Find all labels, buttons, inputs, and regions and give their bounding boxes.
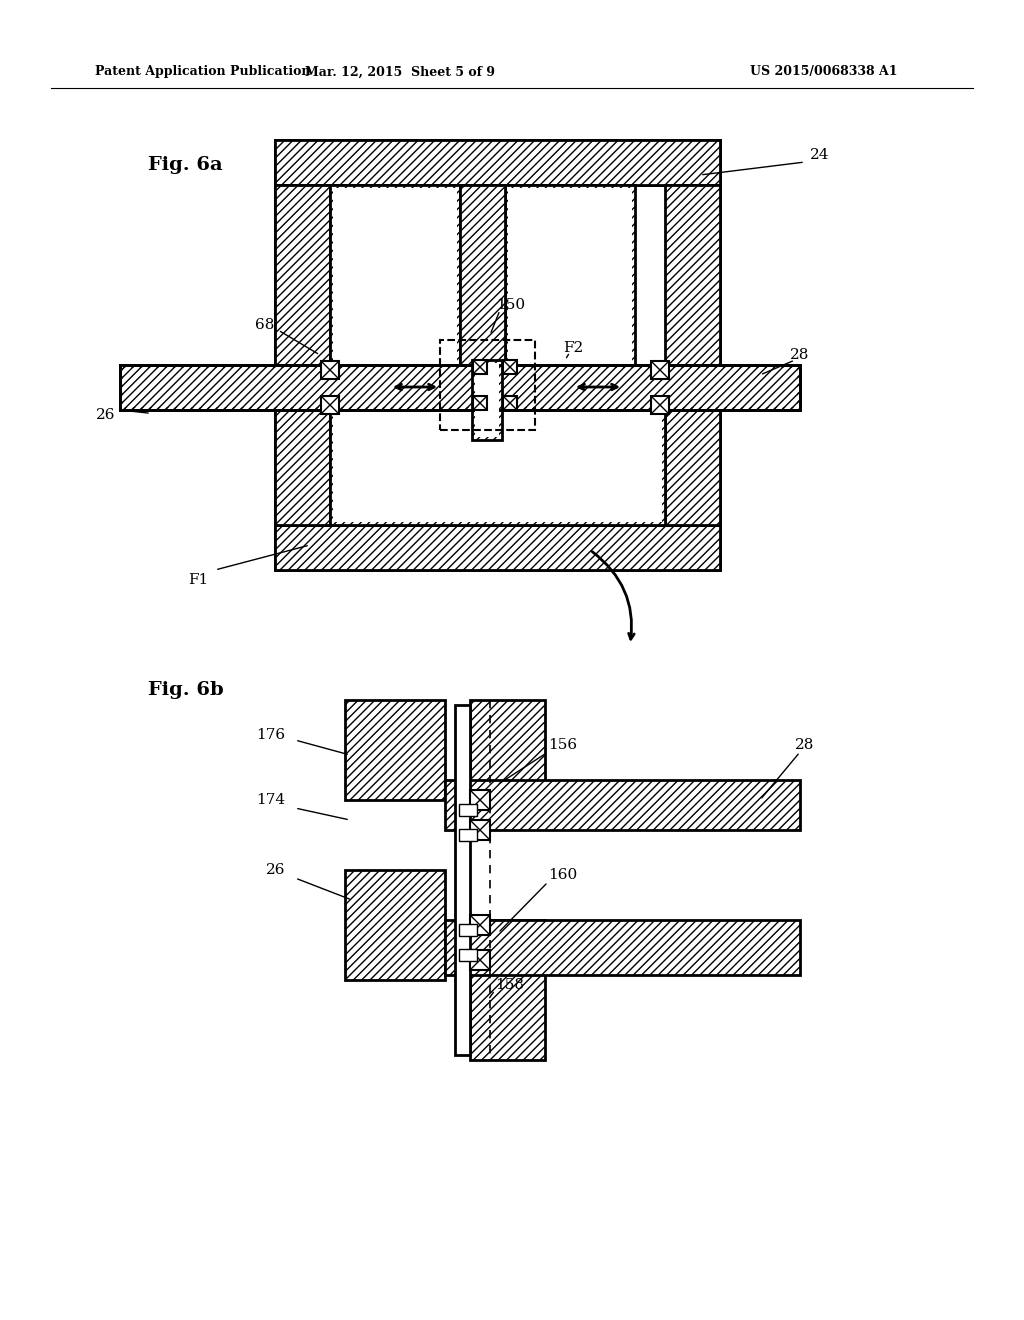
- Text: Fig. 6a: Fig. 6a: [148, 156, 223, 174]
- Bar: [449, 923, 797, 972]
- Text: Mar. 12, 2015  Sheet 5 of 9: Mar. 12, 2015 Sheet 5 of 9: [305, 66, 495, 78]
- Text: Fig. 6b: Fig. 6b: [148, 681, 223, 700]
- Text: 28: 28: [790, 348, 809, 362]
- Bar: [275, 140, 720, 185]
- Bar: [508, 187, 632, 403]
- Bar: [665, 185, 720, 525]
- Bar: [275, 140, 720, 570]
- Bar: [120, 366, 800, 411]
- Bar: [330, 185, 460, 405]
- Bar: [321, 360, 339, 379]
- Bar: [333, 408, 662, 521]
- Text: 26: 26: [265, 863, 285, 876]
- Bar: [470, 789, 490, 810]
- Bar: [440, 341, 535, 430]
- Bar: [460, 185, 505, 405]
- Bar: [475, 363, 499, 437]
- Text: 24: 24: [810, 148, 829, 162]
- Bar: [345, 700, 445, 800]
- Bar: [459, 924, 477, 936]
- Bar: [473, 360, 487, 374]
- Bar: [330, 405, 665, 525]
- Text: 28: 28: [795, 738, 814, 752]
- Text: US 2015/0068338 A1: US 2015/0068338 A1: [750, 66, 897, 78]
- Bar: [470, 920, 545, 1060]
- Bar: [459, 949, 477, 961]
- Bar: [449, 783, 797, 828]
- Bar: [459, 829, 477, 841]
- Bar: [459, 804, 477, 816]
- Text: 68: 68: [255, 318, 274, 333]
- Bar: [470, 820, 490, 840]
- Bar: [470, 700, 545, 789]
- Bar: [275, 185, 330, 525]
- Bar: [449, 783, 797, 828]
- Text: F2: F2: [563, 341, 584, 355]
- Bar: [449, 923, 797, 972]
- Bar: [445, 780, 800, 830]
- Bar: [472, 360, 502, 440]
- Text: 174: 174: [256, 793, 285, 807]
- Bar: [275, 525, 720, 570]
- Text: 158: 158: [495, 978, 524, 993]
- Bar: [473, 396, 487, 411]
- Bar: [275, 140, 720, 185]
- Text: Patent Application Publication: Patent Application Publication: [95, 66, 310, 78]
- Text: 156: 156: [548, 738, 578, 752]
- Text: 160: 160: [548, 869, 578, 882]
- Bar: [470, 950, 490, 970]
- Text: 176: 176: [256, 729, 285, 742]
- Bar: [503, 360, 517, 374]
- Text: F1: F1: [188, 573, 208, 587]
- Bar: [345, 870, 445, 979]
- Bar: [333, 187, 457, 403]
- Bar: [505, 185, 635, 405]
- Bar: [503, 396, 517, 411]
- Bar: [651, 396, 669, 414]
- Bar: [275, 140, 720, 185]
- Bar: [120, 366, 800, 411]
- Bar: [470, 915, 490, 935]
- Bar: [123, 368, 797, 407]
- Text: 26: 26: [95, 408, 115, 422]
- Bar: [455, 705, 470, 1055]
- Bar: [445, 920, 800, 975]
- Bar: [321, 396, 339, 414]
- Bar: [651, 360, 669, 379]
- Text: 150: 150: [496, 298, 525, 312]
